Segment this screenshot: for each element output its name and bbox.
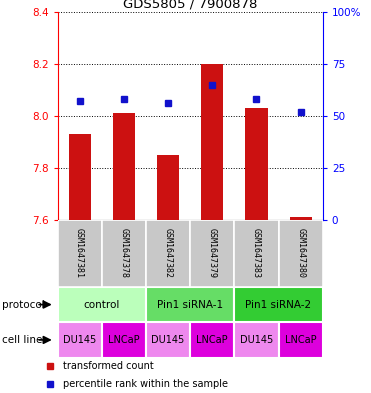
Bar — [102, 322, 146, 358]
Bar — [190, 322, 234, 358]
Text: LNCaP: LNCaP — [285, 335, 316, 345]
Bar — [279, 220, 323, 287]
Text: LNCaP: LNCaP — [108, 335, 139, 345]
Bar — [69, 134, 91, 220]
Text: LNCaP: LNCaP — [196, 335, 228, 345]
Text: GSM1647379: GSM1647379 — [208, 228, 217, 279]
Bar — [58, 322, 102, 358]
Bar — [102, 220, 146, 287]
Text: GSM1647381: GSM1647381 — [75, 228, 84, 279]
Text: DU145: DU145 — [63, 335, 96, 345]
Bar — [146, 322, 190, 358]
Bar — [279, 322, 323, 358]
Text: control: control — [83, 299, 120, 310]
Text: GSM1647383: GSM1647383 — [252, 228, 261, 279]
Title: GDS5805 / 7900878: GDS5805 / 7900878 — [123, 0, 257, 11]
Text: Pin1 siRNA-2: Pin1 siRNA-2 — [246, 299, 312, 310]
Bar — [190, 220, 234, 287]
Bar — [58, 220, 102, 287]
Bar — [234, 220, 279, 287]
Text: GSM1647378: GSM1647378 — [119, 228, 128, 279]
Bar — [146, 220, 190, 287]
Text: Pin1 siRNA-1: Pin1 siRNA-1 — [157, 299, 223, 310]
Bar — [234, 287, 323, 322]
Text: percentile rank within the sample: percentile rank within the sample — [63, 379, 228, 389]
Bar — [157, 155, 179, 220]
Bar — [146, 287, 234, 322]
Bar — [201, 64, 223, 220]
Bar — [234, 322, 279, 358]
Text: DU145: DU145 — [240, 335, 273, 345]
Bar — [290, 217, 312, 220]
Bar — [58, 287, 146, 322]
Text: GSM1647382: GSM1647382 — [164, 228, 173, 279]
Bar — [245, 108, 267, 220]
Text: transformed count: transformed count — [63, 362, 154, 371]
Text: cell line: cell line — [2, 335, 42, 345]
Text: DU145: DU145 — [151, 335, 185, 345]
Text: GSM1647380: GSM1647380 — [296, 228, 305, 279]
Text: protocol: protocol — [2, 299, 45, 310]
Bar — [113, 113, 135, 220]
